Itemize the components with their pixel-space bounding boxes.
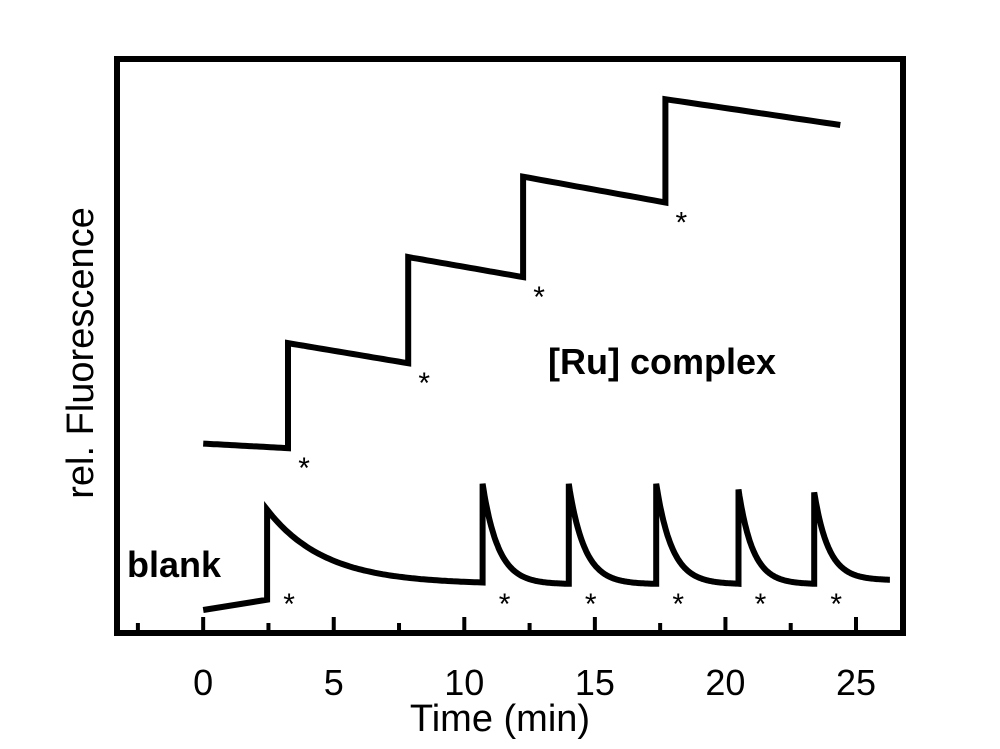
blank-label: blank	[127, 544, 222, 585]
x-tick-label: 20	[705, 662, 745, 703]
plot-frame	[114, 56, 906, 636]
addition-marker: *	[676, 207, 688, 240]
addition-marker: *	[672, 588, 684, 621]
x-tick-label: 15	[575, 662, 615, 703]
addition-marker: *	[830, 588, 842, 621]
y-axis-title: rel. Fluorescence	[60, 207, 102, 498]
addition-marker: *	[755, 588, 767, 621]
x-tick-label: 10	[444, 662, 484, 703]
addition-marker: *	[298, 452, 310, 485]
addition-marker: *	[499, 588, 511, 621]
addition-marker: *	[585, 588, 597, 621]
x-tick-label: 0	[193, 662, 213, 703]
addition-markers: * * * * * * * * * *	[283, 207, 842, 622]
x-axis-title: Time (min)	[410, 698, 590, 740]
x-tick-label: 25	[836, 662, 876, 703]
x-tick-label: 5	[324, 662, 344, 703]
series-ru-complex-line	[203, 95, 841, 452]
ru-complex-label: [Ru] complex	[548, 341, 776, 382]
x-axis-ticks	[135, 617, 858, 633]
addition-marker: *	[418, 367, 430, 400]
addition-marker: *	[533, 281, 545, 314]
series-blank-line	[202, 483, 890, 613]
x-axis-tick-labels: 0 5 10 15 20 25	[193, 662, 876, 703]
addition-marker: *	[283, 588, 295, 621]
series-group	[202, 95, 890, 613]
